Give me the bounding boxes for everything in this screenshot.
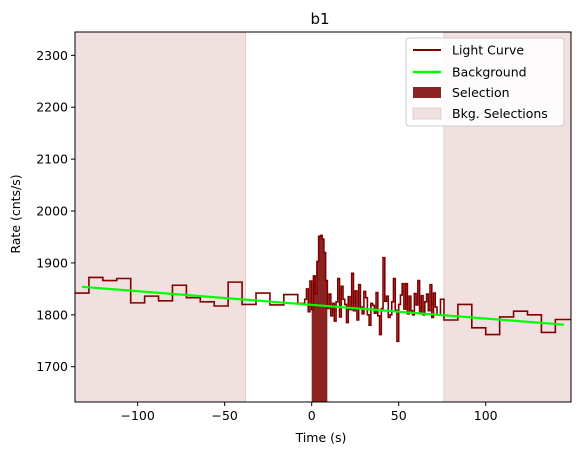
y-tick-label: 2000 [36,204,68,219]
x-axis-ticks: −100 −50 0 50 100 [120,402,498,423]
y-tick-label: 2200 [36,100,68,115]
selection-layer [311,235,328,402]
y-tick-label: 2100 [36,152,68,167]
x-axis-label: Time (s) [295,430,347,445]
legend-frame [405,37,565,127]
legend-selection-label: Selection [452,85,510,100]
light-curve-line [75,234,571,343]
legend: Light Curve Background Selection Bkg. Se… [405,37,565,127]
x-tick-label: −50 [211,408,237,423]
y-tick-label: 1800 [36,307,68,322]
legend-bkg-selections-label: Bkg. Selections [452,106,548,121]
y-axis-label: Rate (cnts/s) [8,174,23,253]
y-tick-label: 1900 [36,255,68,270]
chart-title: b1 [310,10,329,28]
selection-region [311,235,328,402]
y-tick-label: 1700 [36,359,68,374]
bkg-selection-region [74,31,247,403]
legend-background-label: Background [452,65,527,80]
x-tick-label: 0 [308,408,316,423]
background-fit-line [81,285,565,326]
plot-frame [74,31,572,403]
y-axis-ticks: 1700 1800 1900 2000 2100 2200 2300 [36,48,75,374]
legend-bkg-selections-swatch [412,107,442,120]
y-tick-label: 2300 [36,48,68,63]
background-fit-layer [81,285,565,326]
x-tick-label: 50 [391,408,407,423]
legend-selection-swatch [413,87,441,98]
x-tick-label: 100 [474,408,498,423]
x-tick-label: −100 [120,408,154,423]
light-curve-layer [75,234,571,343]
legend-light-curve-label: Light Curve [452,43,524,58]
